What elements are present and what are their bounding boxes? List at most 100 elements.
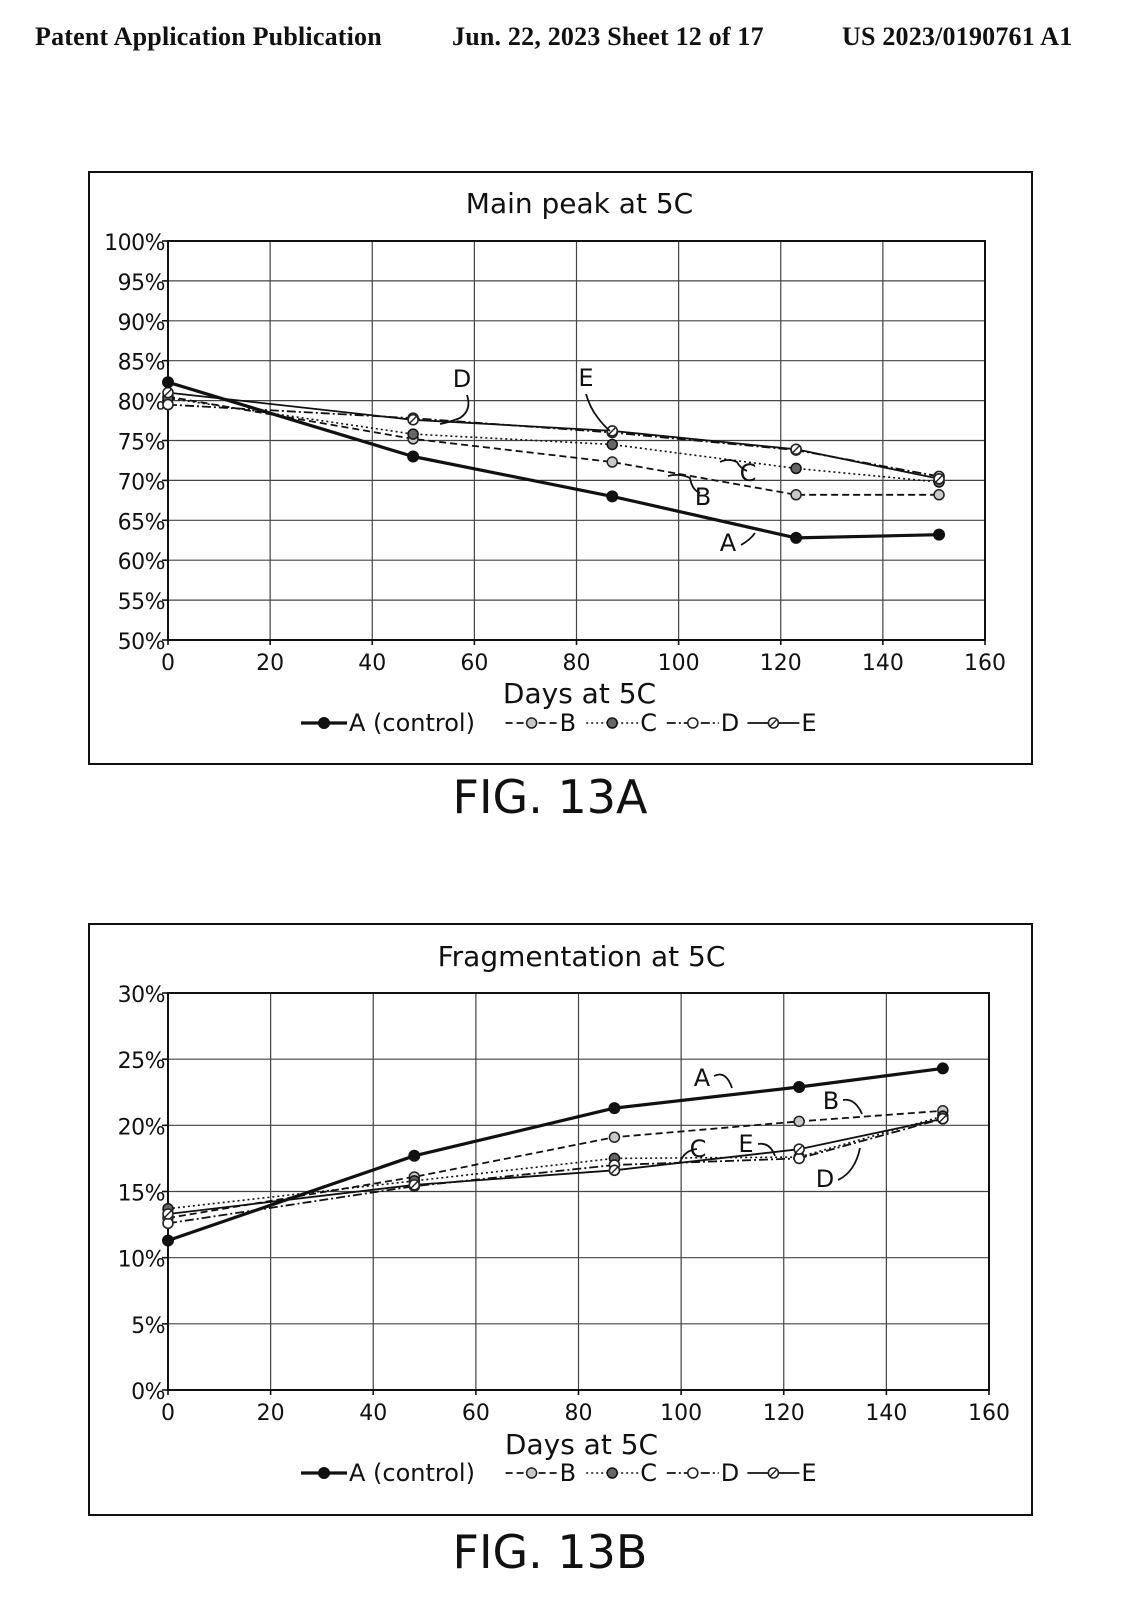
x-tick-label: 0 [161,651,175,676]
legend-label: A (control) [349,709,475,737]
annotation-label: B [823,1087,839,1115]
annotation-d: D [816,1147,861,1193]
legend-label: E [801,709,816,737]
data-point [933,528,946,541]
x-tick-label: 140 [865,1401,907,1426]
legend-swatch-marker [686,717,699,729]
annotation-label: A [720,529,737,557]
data-point [606,490,619,503]
x-tick-label: 20 [257,1401,285,1426]
figure-13b-frame [88,923,1033,1516]
data-point [793,1143,805,1155]
series-e [162,1112,949,1220]
annotation-a: A [694,1064,733,1092]
data-point [162,1208,174,1220]
x-tick-label: 40 [359,1401,387,1426]
legend-item-b: B [505,1459,576,1487]
series-line [167,391,940,480]
gridlines [168,993,989,1390]
legend-item-e: E [747,709,817,737]
data-point [162,1234,174,1247]
annotation-label: C [690,1135,707,1163]
annotation-b: B [823,1087,863,1115]
legend-label: D [721,709,739,737]
data-point [793,1080,806,1093]
data-point [793,1115,805,1128]
data-point [790,462,802,475]
x-tick-label: 60 [460,651,488,676]
data-point [606,456,618,468]
y-tick-label: 70% [118,470,165,495]
annotation-c: C [719,459,757,487]
annotation-e: E [578,364,611,432]
annotation-label: A [694,1064,711,1092]
legend-item-a: A (control) [301,709,475,737]
data-point [407,450,420,463]
annotation-leader [842,1098,863,1115]
annotation-e: E [738,1130,776,1158]
y-tick-label: 20% [118,1115,165,1140]
y-tick-label: 100% [104,231,165,256]
x-tick-label: 160 [964,651,1006,676]
legend-item-d: D [666,1459,739,1487]
header-publication-type: Patent Application Publication [35,22,382,51]
legend-swatch-marker [767,1467,780,1479]
y-tick-label: 50% [118,630,165,655]
y-tick-label: 95% [118,271,165,296]
legend-swatch-marker [525,1467,538,1479]
y-tick-label: 5% [131,1314,165,1339]
legend-item-e: E [747,1459,817,1487]
x-tick-label: 140 [862,651,904,676]
data-point [936,1062,949,1075]
annotation-leader [719,459,748,472]
legend-label: D [721,1459,739,1487]
annotation-leader [585,393,611,432]
annotation-leader [757,1142,776,1157]
figure-13b-caption: FIG. 13B [452,1525,648,1579]
data-point [608,1131,621,1143]
y-tick-label: 0% [131,1380,165,1405]
legend: A (control) B C D E [301,709,817,737]
y-tick-label: 25% [118,1049,165,1074]
gridlines [168,241,985,640]
legend-swatch-marker [606,717,618,729]
data-point [933,473,945,485]
annotation-a: A [720,529,756,557]
legend-swatch-marker [318,717,330,729]
chart-title: Main peak at 5C [466,187,693,220]
annotation-label: C [740,459,757,487]
annotation-leader [439,394,470,425]
annotation-leader [679,1148,698,1163]
chart-main-peak: Main peak at 5C 50% 55% 60% 65% 70% 75% 80% 85% 9… [104,187,1006,737]
y-tick-label: 15% [118,1182,165,1207]
legend-swatch-marker [767,717,780,729]
legend-swatch-marker [606,1467,618,1479]
legend-swatch-marker [525,717,538,729]
x-tick-label: 80 [565,1401,593,1426]
y-tick-label: 60% [118,550,165,575]
annotation-label: E [578,364,593,392]
y-tick-label: 75% [118,431,165,456]
annotation-d: D [439,365,471,425]
annotation-leader [713,1073,733,1089]
x-tick-label: 20 [256,651,284,676]
data-point [407,428,419,440]
data-point [790,489,802,501]
x-tick-label: 100 [660,1401,702,1426]
y-tick-label: 55% [118,590,165,615]
annotation-label: B [695,483,711,511]
x-tick-label: 60 [462,1401,490,1426]
series-line [167,395,939,496]
series-a [162,1062,949,1247]
legend-item-c: C [586,1459,657,1487]
legend-label: E [801,1459,816,1487]
x-axis-label: Days at 5C [503,677,656,710]
legend-item-d: D [666,709,739,737]
series-line [167,1115,944,1210]
legend-item-b: B [505,709,576,737]
y-tick-label: 30% [118,983,165,1008]
data-point [162,398,174,411]
legend-label: B [560,1459,576,1487]
chart-fragmentation: Fragmentation at 5C 0% 5% 10% 15% 20% 25% 30% 0 2… [118,940,1010,1487]
